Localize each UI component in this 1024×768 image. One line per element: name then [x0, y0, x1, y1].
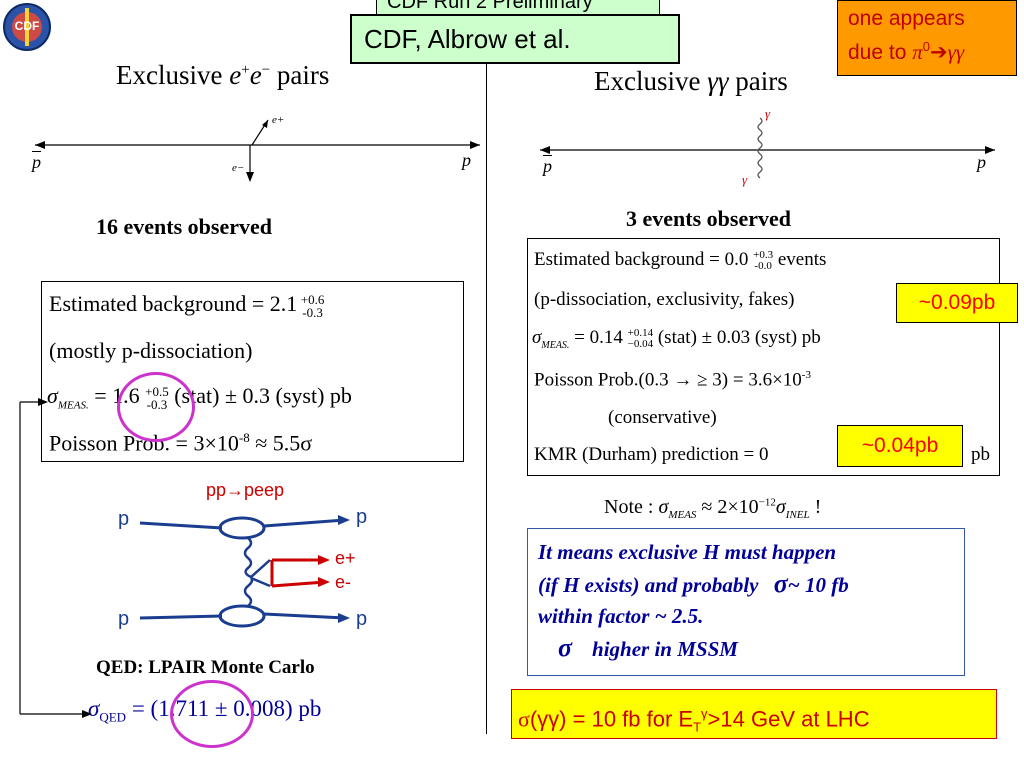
feynman-p-bot-left: p [118, 608, 130, 630]
conclusion-line1: It means exclusive H must happen [538, 540, 837, 564]
right-bg-line: Estimated background = 0.0 +0.3 -0.0 even… [534, 248, 827, 272]
note-line1: one appears [848, 7, 965, 30]
feynman-title: pp→peep [206, 480, 285, 500]
feynman-eplus: e+ [335, 548, 356, 568]
left-results-box: Estimated background = 2.1 +0.6 -0.3 (mos… [41, 281, 464, 462]
cut-banner: CDF Run 2 Preliminary [376, 0, 660, 18]
right-conservative: (conservative) [608, 407, 717, 428]
left-bg-source: (mostly p-dissociation) [49, 338, 253, 363]
connector-arrow [19, 398, 92, 718]
left-events-observed: 16 events observed [96, 214, 272, 239]
right-events-observed: 3 events observed [626, 206, 791, 231]
highlight-circle-measured [117, 372, 195, 442]
citation-text: CDF, Albrow et al. [364, 24, 571, 54]
right-poisson-line: Poisson Prob.(0.3 → ≥ 3) = 3.6×10-3 [534, 369, 811, 391]
logo-text: CDF [14, 19, 40, 33]
right-title: Exclusive γγ pairs [594, 66, 788, 96]
gamma-top-label: γ [765, 106, 771, 121]
cdf-logo: CDF [2, 2, 52, 52]
right-kmr-line: KMR (Durham) prediction = 0 [534, 444, 769, 465]
column-divider [486, 64, 487, 734]
feynman-eminus: e- [335, 572, 352, 592]
conclusion-line2: (if H exists) and probably σ~ 10 fb [538, 569, 849, 598]
left-bg-line: Estimated background = 2.1 +0.6 -0.3 [49, 291, 325, 320]
cut-banner-text: CDF Run 2 Preliminary [387, 0, 593, 13]
right-pbar-label: p [543, 156, 552, 176]
highlight-circle-qed [170, 680, 254, 748]
feynman-p-top-left: p [118, 508, 130, 530]
p-label: p [462, 150, 471, 170]
feynman-p-bot-right: p [356, 608, 368, 630]
feynman-diagram: pp→peep p p e+ e- p p [110, 478, 390, 658]
right-kmr-unit: pb [971, 444, 990, 465]
feynman-p-top-right: p [356, 506, 368, 528]
sigma-ratio-note: Note : σMEAS ≈ 2×10−12σINEL ! [604, 496, 822, 521]
gamma-bottom-label: γ [742, 172, 748, 187]
conclusion-line4: σ higher in MSSM [558, 633, 738, 662]
callout-measured-value: ~0.09pb [896, 283, 1018, 323]
right-p-label: p [977, 152, 986, 172]
mc-label: QED: LPAIR Monte Carlo [96, 657, 315, 678]
conclusion-line3: within factor ~ 2.5. [538, 604, 704, 628]
citation-box: CDF, Albrow et al. [350, 14, 680, 64]
left-event-diagram: p p e+ e− [30, 110, 490, 190]
note-box: one appears due to π0➔γγ [837, 0, 1017, 76]
eminus-label: e− [232, 162, 245, 174]
note-line2: due to π0➔γγ [848, 39, 965, 64]
eplus-label: e+ [272, 114, 285, 126]
lhc-prediction-box: σ(γγ) = 10 fb for ETγ>14 GeV at LHC [511, 689, 997, 739]
right-event-diagram: p p γ γ [535, 106, 1005, 190]
callout-kmr-value: ~0.04pb [837, 425, 963, 467]
pbar-label: p [32, 152, 41, 172]
right-sigma-line: σMEAS. = 0.14 +0.14 −0.04 (stat) ± 0.03 (… [532, 326, 821, 351]
left-title: Exclusive e+e− pairs [116, 60, 330, 90]
conclusion-box: It means exclusive H must happen (if H e… [527, 528, 965, 676]
right-bg-source: (p-dissociation, exclusivity, fakes) [534, 289, 795, 310]
